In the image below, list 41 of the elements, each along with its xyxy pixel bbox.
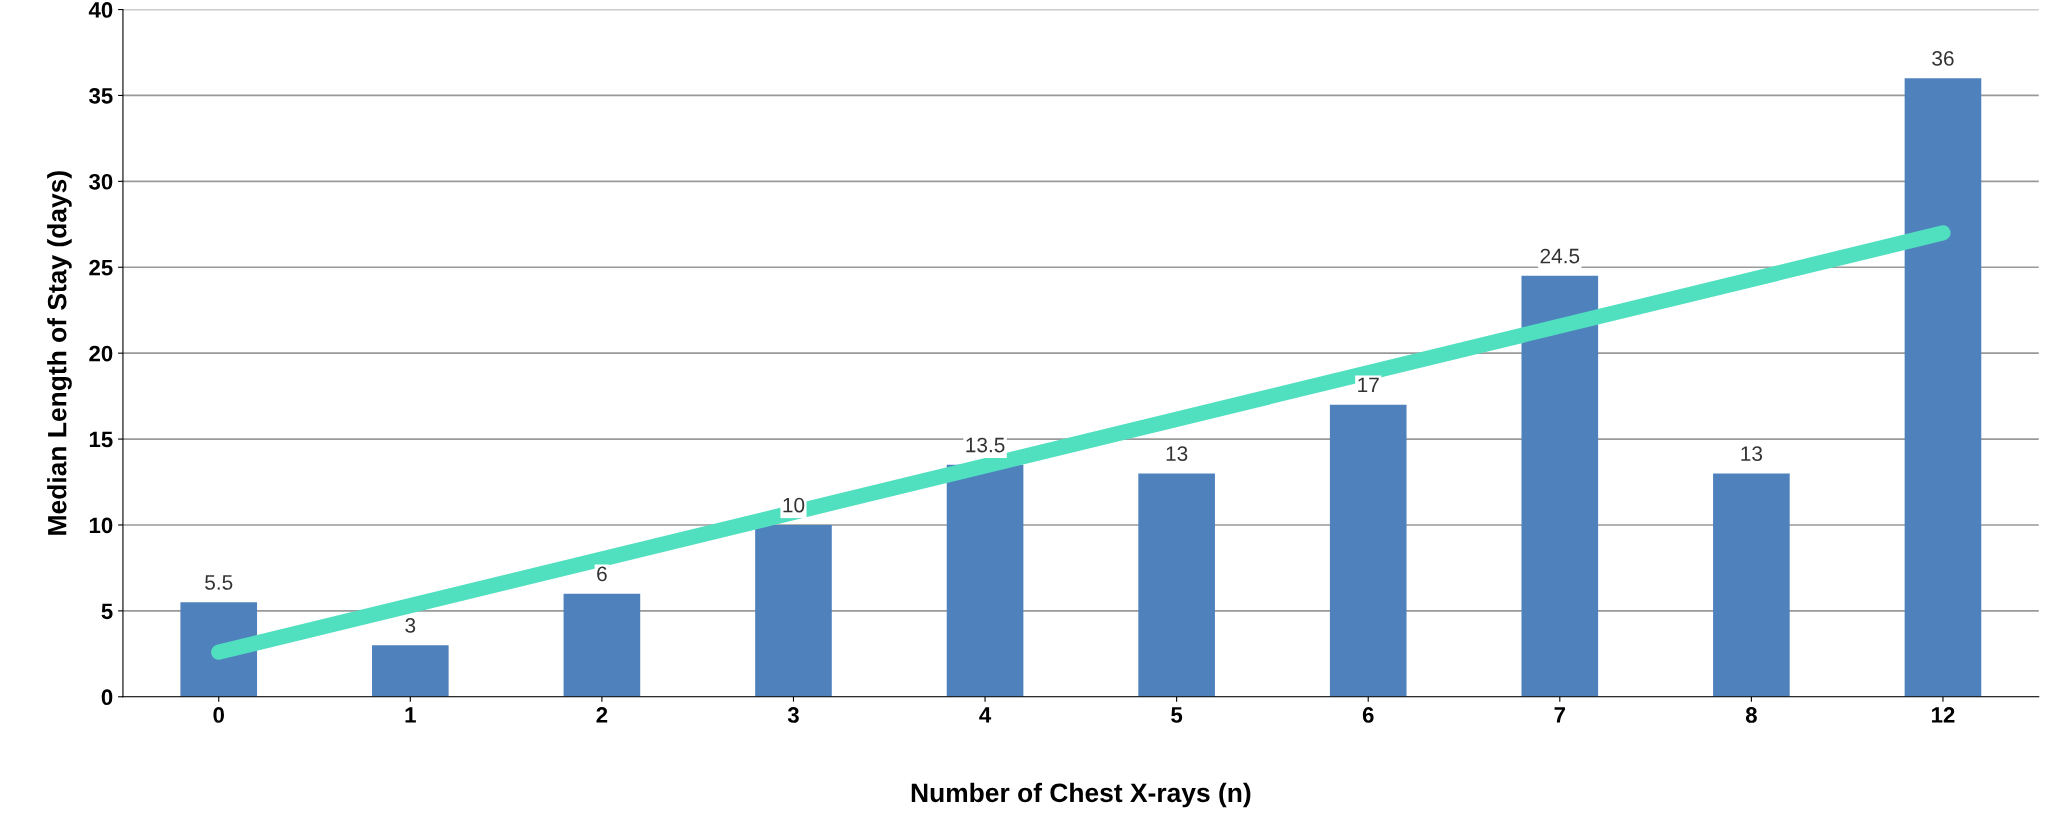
x-tick-label: 0 xyxy=(213,707,224,723)
y-tick-label: 20 xyxy=(89,345,113,362)
x-tick-label: 7 xyxy=(1554,707,1565,723)
x-tick-label: 2 xyxy=(596,707,608,723)
y-tick-label: 0 xyxy=(101,689,113,706)
bar xyxy=(1138,473,1215,697)
x-tick-label: 12 xyxy=(1932,707,1955,723)
data-label: 13 xyxy=(1166,446,1188,461)
bar xyxy=(563,593,641,697)
bar xyxy=(372,645,449,697)
y-tick-label: 30 xyxy=(89,173,113,190)
data-label: 6 xyxy=(597,566,607,582)
x-tick-label: 4 xyxy=(979,707,992,723)
data-label: 17 xyxy=(1358,377,1379,393)
bar xyxy=(755,524,832,697)
bar xyxy=(946,464,1024,697)
bar xyxy=(1713,473,1790,697)
data-label: 36 xyxy=(1932,51,1954,66)
y-tick-label: 35 xyxy=(89,87,113,104)
data-label: 13.5 xyxy=(966,437,1005,453)
y-tick-label: 40 xyxy=(88,2,113,18)
bar xyxy=(1904,78,1982,697)
data-label: 5.5 xyxy=(205,575,233,590)
x-axis-title: Number of Chest X-rays (n) xyxy=(911,782,1251,808)
x-tick-label: 8 xyxy=(1745,707,1757,723)
data-label: 10 xyxy=(783,497,805,513)
data-label: 24.5 xyxy=(1540,248,1580,264)
y-tick-label: 15 xyxy=(89,431,113,448)
x-tick-label: 1 xyxy=(405,707,416,723)
y-tick-label: 5 xyxy=(101,603,113,620)
bar xyxy=(1329,404,1407,697)
x-tick-label: 5 xyxy=(1171,707,1183,723)
y-tick-label: 25 xyxy=(89,259,113,276)
data-label: 3 xyxy=(405,618,416,633)
data-label: 13 xyxy=(1741,446,1763,461)
x-tick-label: 6 xyxy=(1362,707,1374,723)
x-tick-label: 3 xyxy=(787,707,799,723)
bar xyxy=(180,602,258,697)
y-tick-label: 10 xyxy=(89,517,113,534)
bar xyxy=(1521,275,1599,697)
y-axis-title: Median Length of Stay (days) xyxy=(47,171,72,535)
